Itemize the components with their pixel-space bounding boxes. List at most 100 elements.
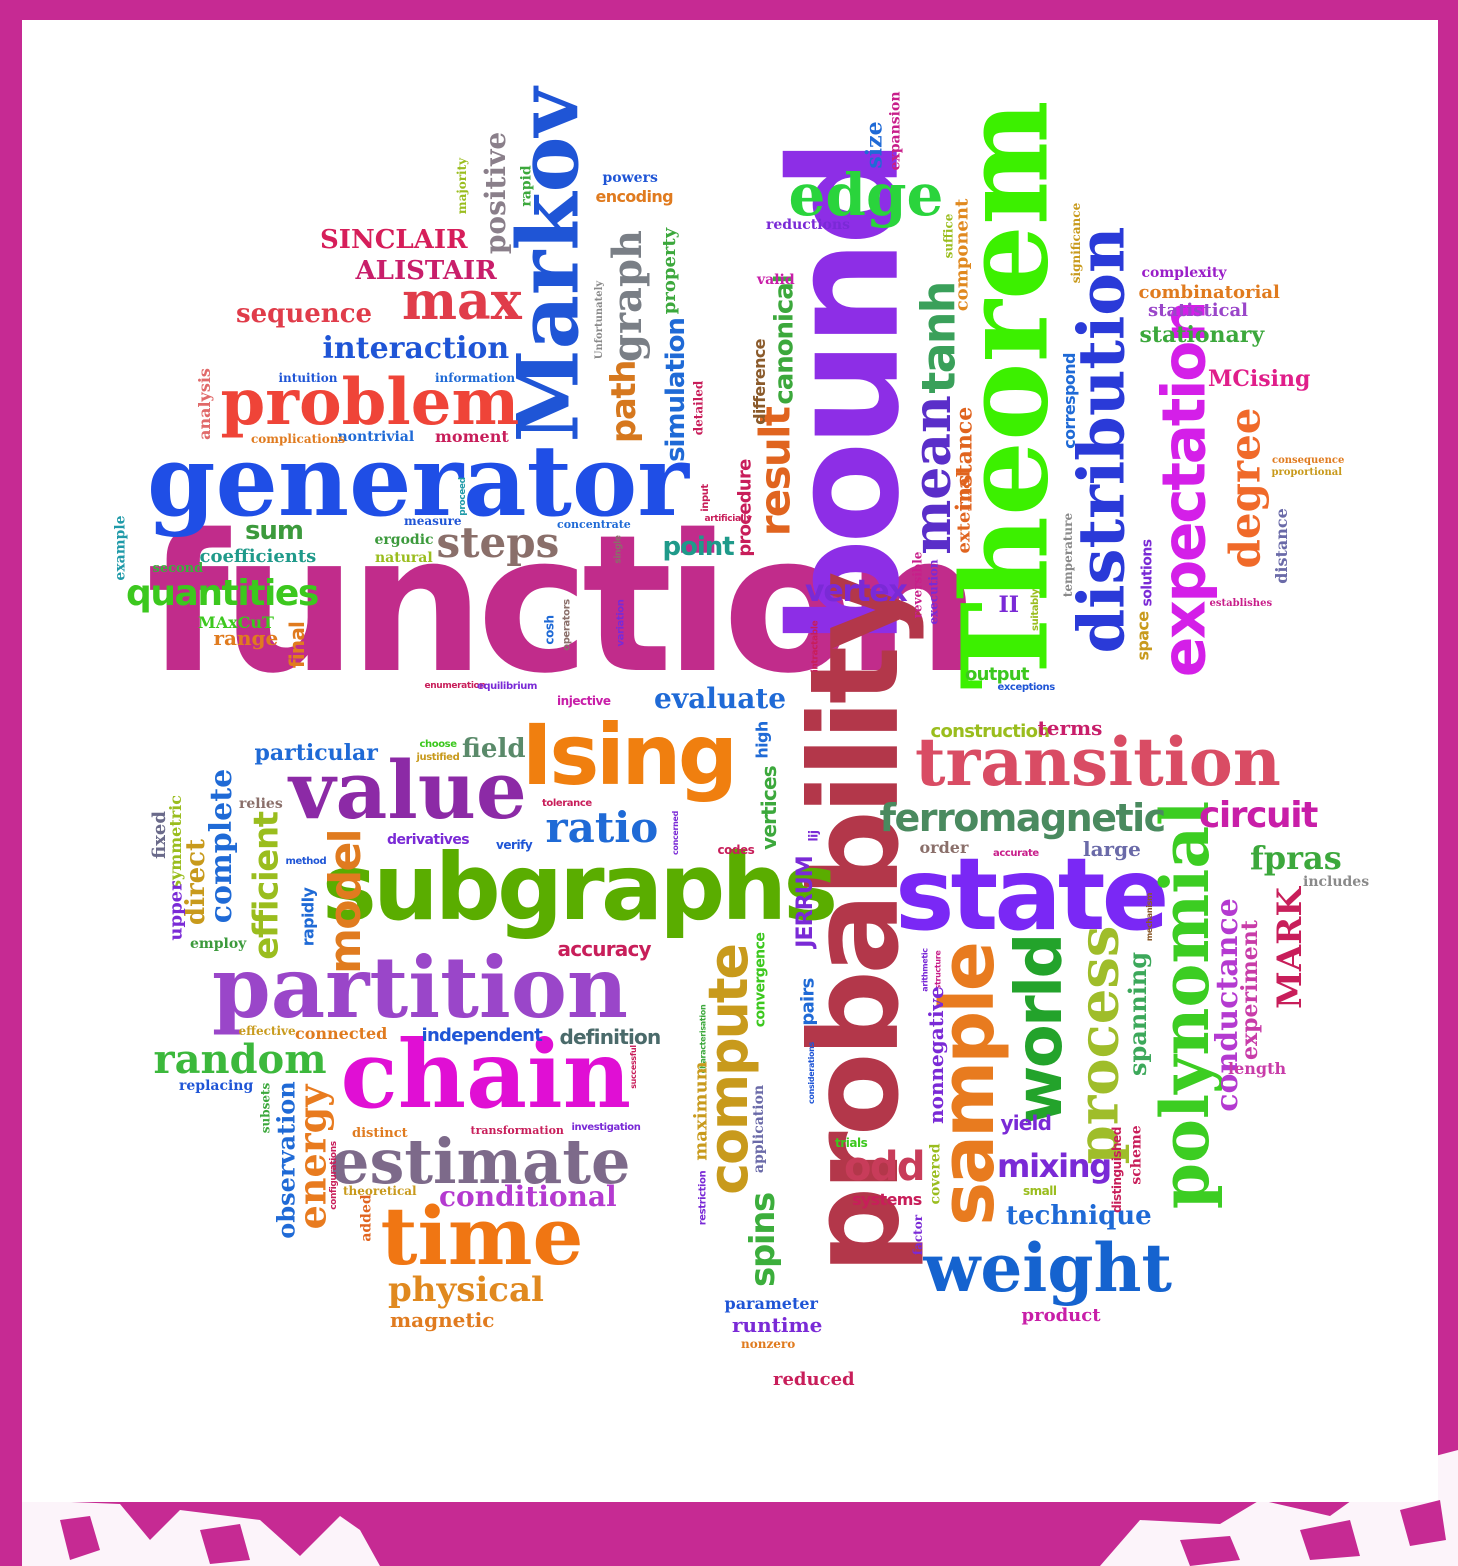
word-conditional: conditional (439, 1180, 617, 1213)
word-parameter: parameter (724, 1294, 818, 1313)
word-suitably: suitably (1029, 589, 1041, 631)
word-concerned: concerned (671, 810, 681, 856)
word-example: example (112, 515, 129, 581)
word-function: function (146, 494, 981, 715)
word-product: product (1021, 1305, 1101, 1326)
word-small: small (1023, 1184, 1057, 1198)
word-stationary: stationary (1139, 322, 1265, 348)
word-weight: weight (923, 1229, 1173, 1307)
word-statistical: statistical (1148, 300, 1249, 321)
word-significance: significance (1069, 202, 1084, 284)
word-mcising: MCising (1208, 366, 1311, 392)
word-vertices: vertices (756, 766, 781, 850)
word-circuit: circuit (1199, 795, 1318, 836)
word-physical: physical (388, 1270, 544, 1310)
word-edge: edge (788, 161, 944, 229)
word-injective: injective (557, 694, 611, 708)
word-combinatorial: combinatorial (1138, 282, 1280, 303)
word-lij: lij (805, 830, 820, 842)
word-derivatives: derivatives (387, 832, 470, 848)
word-method: method (285, 856, 327, 867)
word-sum: sum (245, 516, 304, 546)
word-suffice: suffice (940, 213, 955, 259)
word-output: output (965, 664, 1029, 685)
word-value: value (289, 743, 527, 837)
word-single: single (613, 534, 624, 564)
word-particular: particular (254, 740, 378, 766)
word-length: length (1228, 1059, 1287, 1078)
word-mark: MARK (1269, 887, 1310, 1009)
word-graph: graph (604, 229, 652, 363)
word-upper: upper (165, 881, 187, 941)
word-odd: odd (844, 1144, 926, 1190)
word-information: information (435, 371, 516, 385)
word-maxcut: MAxCuT (198, 613, 274, 632)
word-choose: choose (419, 739, 458, 750)
word-independent: independent (421, 1025, 543, 1046)
word-complexity: complexity (1141, 265, 1227, 281)
word-enumeration: enumeration (424, 680, 486, 691)
word-runtime: runtime (732, 1313, 823, 1337)
word-path: path (604, 360, 645, 444)
word-ii: II (998, 592, 1020, 618)
word-ratio: ratio (545, 803, 659, 852)
word-fixed: fixed (148, 811, 170, 859)
word-interaction: interaction (322, 331, 510, 366)
word-evaluate: evaluate (654, 682, 787, 715)
word-reversible: reversible (909, 551, 924, 619)
word-max: max (402, 271, 522, 332)
word-random: random (153, 1036, 327, 1083)
word-transformation: transformation (470, 1123, 564, 1137)
word-field: field (462, 734, 526, 764)
word-distribution: distribution (1064, 226, 1140, 654)
word-spins: spins (742, 1193, 783, 1287)
word-final: final (285, 621, 310, 669)
word-spanning: spanning (1123, 951, 1153, 1077)
word-mixing: mixing (997, 1147, 1112, 1185)
word-yield: yield (1000, 1111, 1052, 1135)
word-reduced: reduced (773, 1369, 855, 1390)
word-coefficients: coefficients (199, 546, 317, 567)
word-sinclair: SINCLAIR (320, 225, 468, 255)
word-analysis: analysis (194, 368, 214, 440)
word-connected: connected (295, 1024, 388, 1043)
word-generator: generator (147, 424, 689, 539)
word-technique: technique (1006, 1201, 1152, 1231)
word-ferromagnetic: ferromagnetic (879, 796, 1167, 840)
word-intuition: intuition (278, 371, 338, 385)
word-fpras: fpras (1250, 839, 1342, 877)
word-canonical: canonical (769, 275, 800, 405)
word-sequence: sequence (236, 299, 373, 329)
word-distinguished: distinguished (1109, 1127, 1124, 1213)
word-proceed: proceed (457, 476, 468, 516)
word-verify: verify (496, 838, 533, 852)
word-distance: distance (1271, 508, 1291, 584)
word-application: application (751, 1084, 768, 1174)
word-nontrivial: nontrivial (337, 429, 415, 445)
word-cosh: cosh (542, 615, 557, 645)
word-covered: covered (926, 1143, 943, 1205)
word-complications: complications (251, 432, 346, 446)
word-procedure: procedure (734, 459, 756, 557)
word-difference: difference (749, 339, 769, 425)
word-nonzero: nonzero (741, 1337, 796, 1351)
torn-edge-decoration (0, 1450, 1458, 1566)
word-positive: positive (479, 131, 513, 255)
word-polynomial: polynomial (1146, 800, 1225, 1210)
word-scheme: scheme (1128, 1125, 1145, 1185)
word-result: result (749, 407, 799, 537)
word-experiment: experiment (1236, 920, 1263, 1060)
word-theoretical: theoretical (343, 1184, 417, 1198)
word-effective: effective (238, 1024, 296, 1038)
word-space: space (1132, 611, 1152, 661)
word-correspond: correspond (1059, 353, 1079, 449)
word-observation: observation (271, 1081, 301, 1239)
word-unfortunately: Unfortunately (594, 280, 606, 360)
word-operators: operators (561, 599, 573, 651)
word-relies: relies (239, 796, 283, 812)
word-subsets: subsets (257, 1082, 272, 1134)
word-transition: transition (915, 723, 1281, 801)
word-rapid: rapid (518, 165, 535, 207)
word-alistair: ALISTAIR (355, 256, 497, 286)
word-jerrum: JERRUM (792, 856, 818, 948)
